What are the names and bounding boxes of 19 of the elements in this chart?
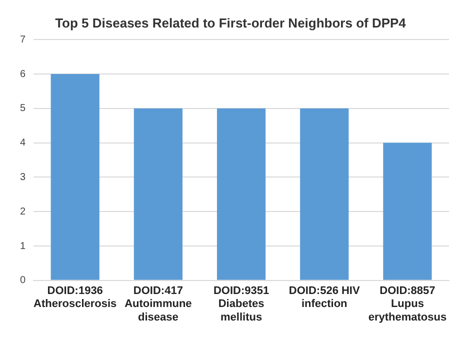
y-tick-label: 2 xyxy=(20,206,26,218)
y-tick-label: 1 xyxy=(20,240,26,252)
y-tick-label: 5 xyxy=(20,103,26,114)
bar xyxy=(383,142,432,280)
x-tick-label: DOID:526 HIV infection xyxy=(288,285,360,310)
bar xyxy=(300,108,349,280)
y-tick-label: 6 xyxy=(20,68,26,80)
x-tick-label: DOID:1936 Atherosclerosis xyxy=(34,285,117,310)
x-tick-label: DOID:9351 Diabetes mellitus xyxy=(213,285,270,324)
x-tick-label: DOID:417 Autoimmune disease xyxy=(124,285,192,324)
y-tick-label: 4 xyxy=(20,138,26,149)
bar xyxy=(50,74,100,280)
chart-title: Top 5 Diseases Related to First-order Neighbors of DPP4 xyxy=(55,15,407,30)
bar xyxy=(134,108,182,280)
bar xyxy=(216,108,266,280)
x-tick-label: DOID:8857 Lupus erythematosus xyxy=(368,285,447,324)
y-tick-label: 3 xyxy=(20,172,26,183)
y-tick-label: 0 xyxy=(20,275,26,286)
y-tick-label: 7 xyxy=(20,34,26,46)
